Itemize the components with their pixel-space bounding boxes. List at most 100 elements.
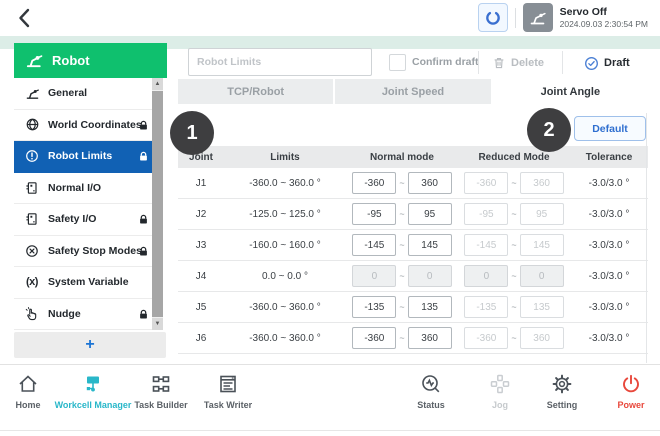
- nav-home[interactable]: Home: [0, 372, 70, 410]
- status-icon: [422, 375, 440, 393]
- table-row: J3 -160.0 ~ 160.0 ° ~ ~ -3.0/3.0 °: [178, 230, 648, 261]
- joint-label: J5: [195, 301, 207, 313]
- table-row: J4 0.0 ~ 0.0 ° ~ ~ -3.0/3.0 °: [178, 261, 648, 292]
- robot-limits-icon: [23, 148, 41, 164]
- sidebar-item-robot-limits[interactable]: Robot Limits: [14, 141, 152, 173]
- robot-arm-icon: [530, 12, 546, 24]
- lock-icon: [138, 246, 149, 257]
- toolbar-divider: [478, 51, 479, 74]
- sidebar-scrollbar[interactable]: ▲ ▼: [152, 78, 163, 330]
- reduced-mode-range: ~: [458, 296, 570, 318]
- sidebar-item-system-variable[interactable]: (x) System Variable: [14, 267, 152, 299]
- sidebar-item-label: World Coordinates: [48, 118, 142, 131]
- normal-min-input[interactable]: [352, 327, 397, 349]
- scroll-up-icon[interactable]: ▲: [152, 78, 163, 90]
- draft-check-icon: [585, 56, 598, 70]
- nav-task-writer[interactable]: Task Writer: [186, 372, 270, 410]
- tab-tcp-robot[interactable]: TCP/Robot: [178, 79, 334, 104]
- nav-setting[interactable]: Setting: [520, 372, 604, 410]
- nav-status[interactable]: Status: [389, 372, 473, 410]
- sidebar-item-label: Safety Stop Modes: [48, 244, 142, 257]
- sidebar-item-label: Safety I/O: [48, 213, 97, 226]
- timestamp: 2024.09.03 2:30:54 PM: [559, 18, 648, 29]
- sidebar-item-safety-io[interactable]: Safety I/O: [14, 204, 152, 236]
- normal-min-input[interactable]: [352, 296, 397, 318]
- setting-gear-icon: [552, 374, 572, 394]
- nav-power[interactable]: Power: [589, 372, 660, 410]
- scroll-down-icon[interactable]: ▼: [152, 318, 163, 330]
- col-tolerance: Tolerance: [585, 151, 633, 163]
- scrollbar-thumb[interactable]: [152, 91, 163, 317]
- normal-mode-range: ~: [346, 203, 458, 225]
- default-button[interactable]: Default: [574, 116, 646, 141]
- normal-mode-range: ~: [346, 296, 458, 318]
- content-scrollbar-track: [646, 113, 647, 363]
- sidebar-item-normal-io[interactable]: Normal I/O: [14, 172, 152, 204]
- reduced-min-input: [464, 234, 509, 256]
- draft-button[interactable]: Draft: [584, 51, 630, 75]
- recovery-arc-icon: [485, 11, 500, 25]
- servo-status-button[interactable]: [522, 3, 553, 32]
- reduced-min-input: [464, 296, 509, 318]
- range-separator: ~: [399, 271, 405, 281]
- sidebar-item-general[interactable]: General: [14, 78, 152, 110]
- sidebar-header: Robot: [14, 43, 167, 78]
- nav-task-builder[interactable]: Task Builder: [119, 372, 203, 410]
- normal-max-input[interactable]: [407, 327, 452, 349]
- top-bar: Servo Off 2024.09.03 2:30:54 PM: [0, 0, 660, 36]
- tolerance-value: -3.0/3.0 °: [588, 208, 630, 220]
- reduced-mode-range: ~: [458, 172, 570, 194]
- tab-bar: TCP/Robot Joint Speed Joint Angle: [178, 79, 648, 104]
- col-normal-mode: Normal mode: [370, 151, 434, 163]
- reduced-min-input: [464, 172, 509, 194]
- general-icon: [23, 85, 41, 102]
- normal-min-input[interactable]: [352, 234, 397, 256]
- safety-io-icon: [23, 211, 41, 227]
- tab-joint-angle[interactable]: Joint Angle: [492, 79, 648, 104]
- table-row: J6 -360.0 ~ 360.0 ° ~ ~ -3.0/3.0 °: [178, 323, 648, 354]
- annotation-badge-2: 2: [527, 108, 571, 152]
- tab-joint-speed[interactable]: Joint Speed: [335, 79, 491, 104]
- add-workcell-item-button[interactable]: +: [14, 332, 166, 358]
- joint-label: J4: [195, 270, 207, 282]
- confirm-draft-checkbox[interactable]: [389, 54, 406, 71]
- normal-max-input[interactable]: [407, 296, 452, 318]
- tolerance-value: -3.0/3.0 °: [588, 270, 630, 282]
- sidebar-item-nudge[interactable]: Nudge: [14, 298, 152, 330]
- joint-label: J2: [195, 208, 207, 220]
- normal-max-input[interactable]: [407, 172, 452, 194]
- limits-value: 0.0 ~ 0.0 °: [262, 270, 308, 282]
- col-joint: Joint: [189, 151, 213, 163]
- normal-max-input: [407, 265, 452, 287]
- annotation-badge-1: 1: [170, 111, 214, 155]
- lock-icon: [138, 214, 149, 225]
- range-separator: ~: [399, 240, 405, 250]
- item-name-input[interactable]: [188, 48, 372, 76]
- nudge-icon: [23, 306, 41, 322]
- reduced-min-input: [464, 265, 509, 287]
- sidebar-item-world-coordinates[interactable]: World Coordinates: [14, 109, 152, 141]
- normal-max-input[interactable]: [407, 203, 452, 225]
- normal-min-input: [352, 265, 397, 287]
- sidebar-menu: General World Coordinates Robot Limits N…: [14, 78, 152, 330]
- sidebar-item-label: System Variable: [48, 276, 129, 289]
- back-button[interactable]: [14, 7, 36, 29]
- tolerance-value: -3.0/3.0 °: [588, 177, 630, 189]
- reduced-max-input: [519, 234, 564, 256]
- sidebar-item-safety-stop-modes[interactable]: Safety Stop Modes: [14, 235, 152, 267]
- table-row: J5 -360.0 ~ 360.0 ° ~ ~ -3.0/3.0 °: [178, 292, 648, 323]
- reduced-max-input: [519, 203, 564, 225]
- table-header-row: Joint Limits Normal mode Reduced Mode To…: [178, 146, 648, 168]
- range-separator: ~: [511, 209, 517, 219]
- normal-min-input[interactable]: [352, 172, 397, 194]
- reduced-max-input: [519, 265, 564, 287]
- header-divider: [514, 7, 516, 28]
- trash-icon: [494, 58, 504, 69]
- recovery-button[interactable]: [477, 3, 508, 32]
- task-writer-icon: [220, 375, 236, 393]
- normal-max-input[interactable]: [407, 234, 452, 256]
- normal-min-input[interactable]: [352, 203, 397, 225]
- range-separator: ~: [399, 209, 405, 219]
- range-separator: ~: [511, 178, 517, 188]
- nav-workcell-manager[interactable]: Workcell Manager: [51, 372, 135, 410]
